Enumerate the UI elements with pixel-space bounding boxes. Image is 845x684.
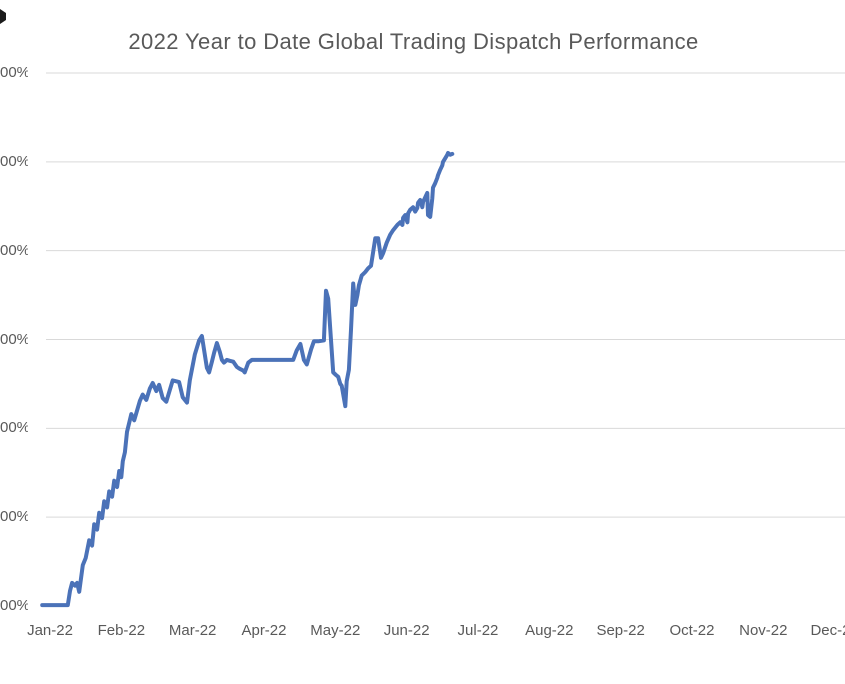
x-axis-tick-label: Jun-22 xyxy=(383,622,430,639)
x-axis-tick-label: Feb-22 xyxy=(97,622,146,639)
y-axis-tick-label: 00% xyxy=(0,241,28,259)
y-axis-tick-label: 00% xyxy=(0,64,28,82)
x-axis-tick-label: Sep-22 xyxy=(596,622,645,639)
x-axis-tick-label: Jan-22 xyxy=(27,622,73,639)
chart-title: 2022 Year to Date Global Trading Dispatc… xyxy=(128,29,699,54)
gridlines xyxy=(46,72,845,518)
data-series-line xyxy=(40,151,455,608)
x-axis-tick-label: Dec-22 xyxy=(810,622,845,639)
y-axis-tick-label: 00% xyxy=(0,508,28,526)
x-axis-tick-label: May-22 xyxy=(310,622,361,639)
x-axis-tick-label: Nov-22 xyxy=(739,622,788,639)
y-axis-tick-label: 00% xyxy=(0,597,28,614)
x-axis-tick-label: Mar-22 xyxy=(168,622,217,639)
x-axis-tick-label: Apr-22 xyxy=(241,622,287,639)
x-axis-tick-label: Oct-22 xyxy=(669,622,715,639)
y-axis-tick-label: 00% xyxy=(0,152,28,170)
y-axis-tick-label: 00% xyxy=(0,330,28,348)
y-axis-tick-label: 00% xyxy=(0,419,28,437)
cropped-edge-glyph xyxy=(0,9,6,24)
x-axis-tick-label: Jul-22 xyxy=(457,622,499,639)
x-axis-tick-label: Aug-22 xyxy=(525,622,574,639)
